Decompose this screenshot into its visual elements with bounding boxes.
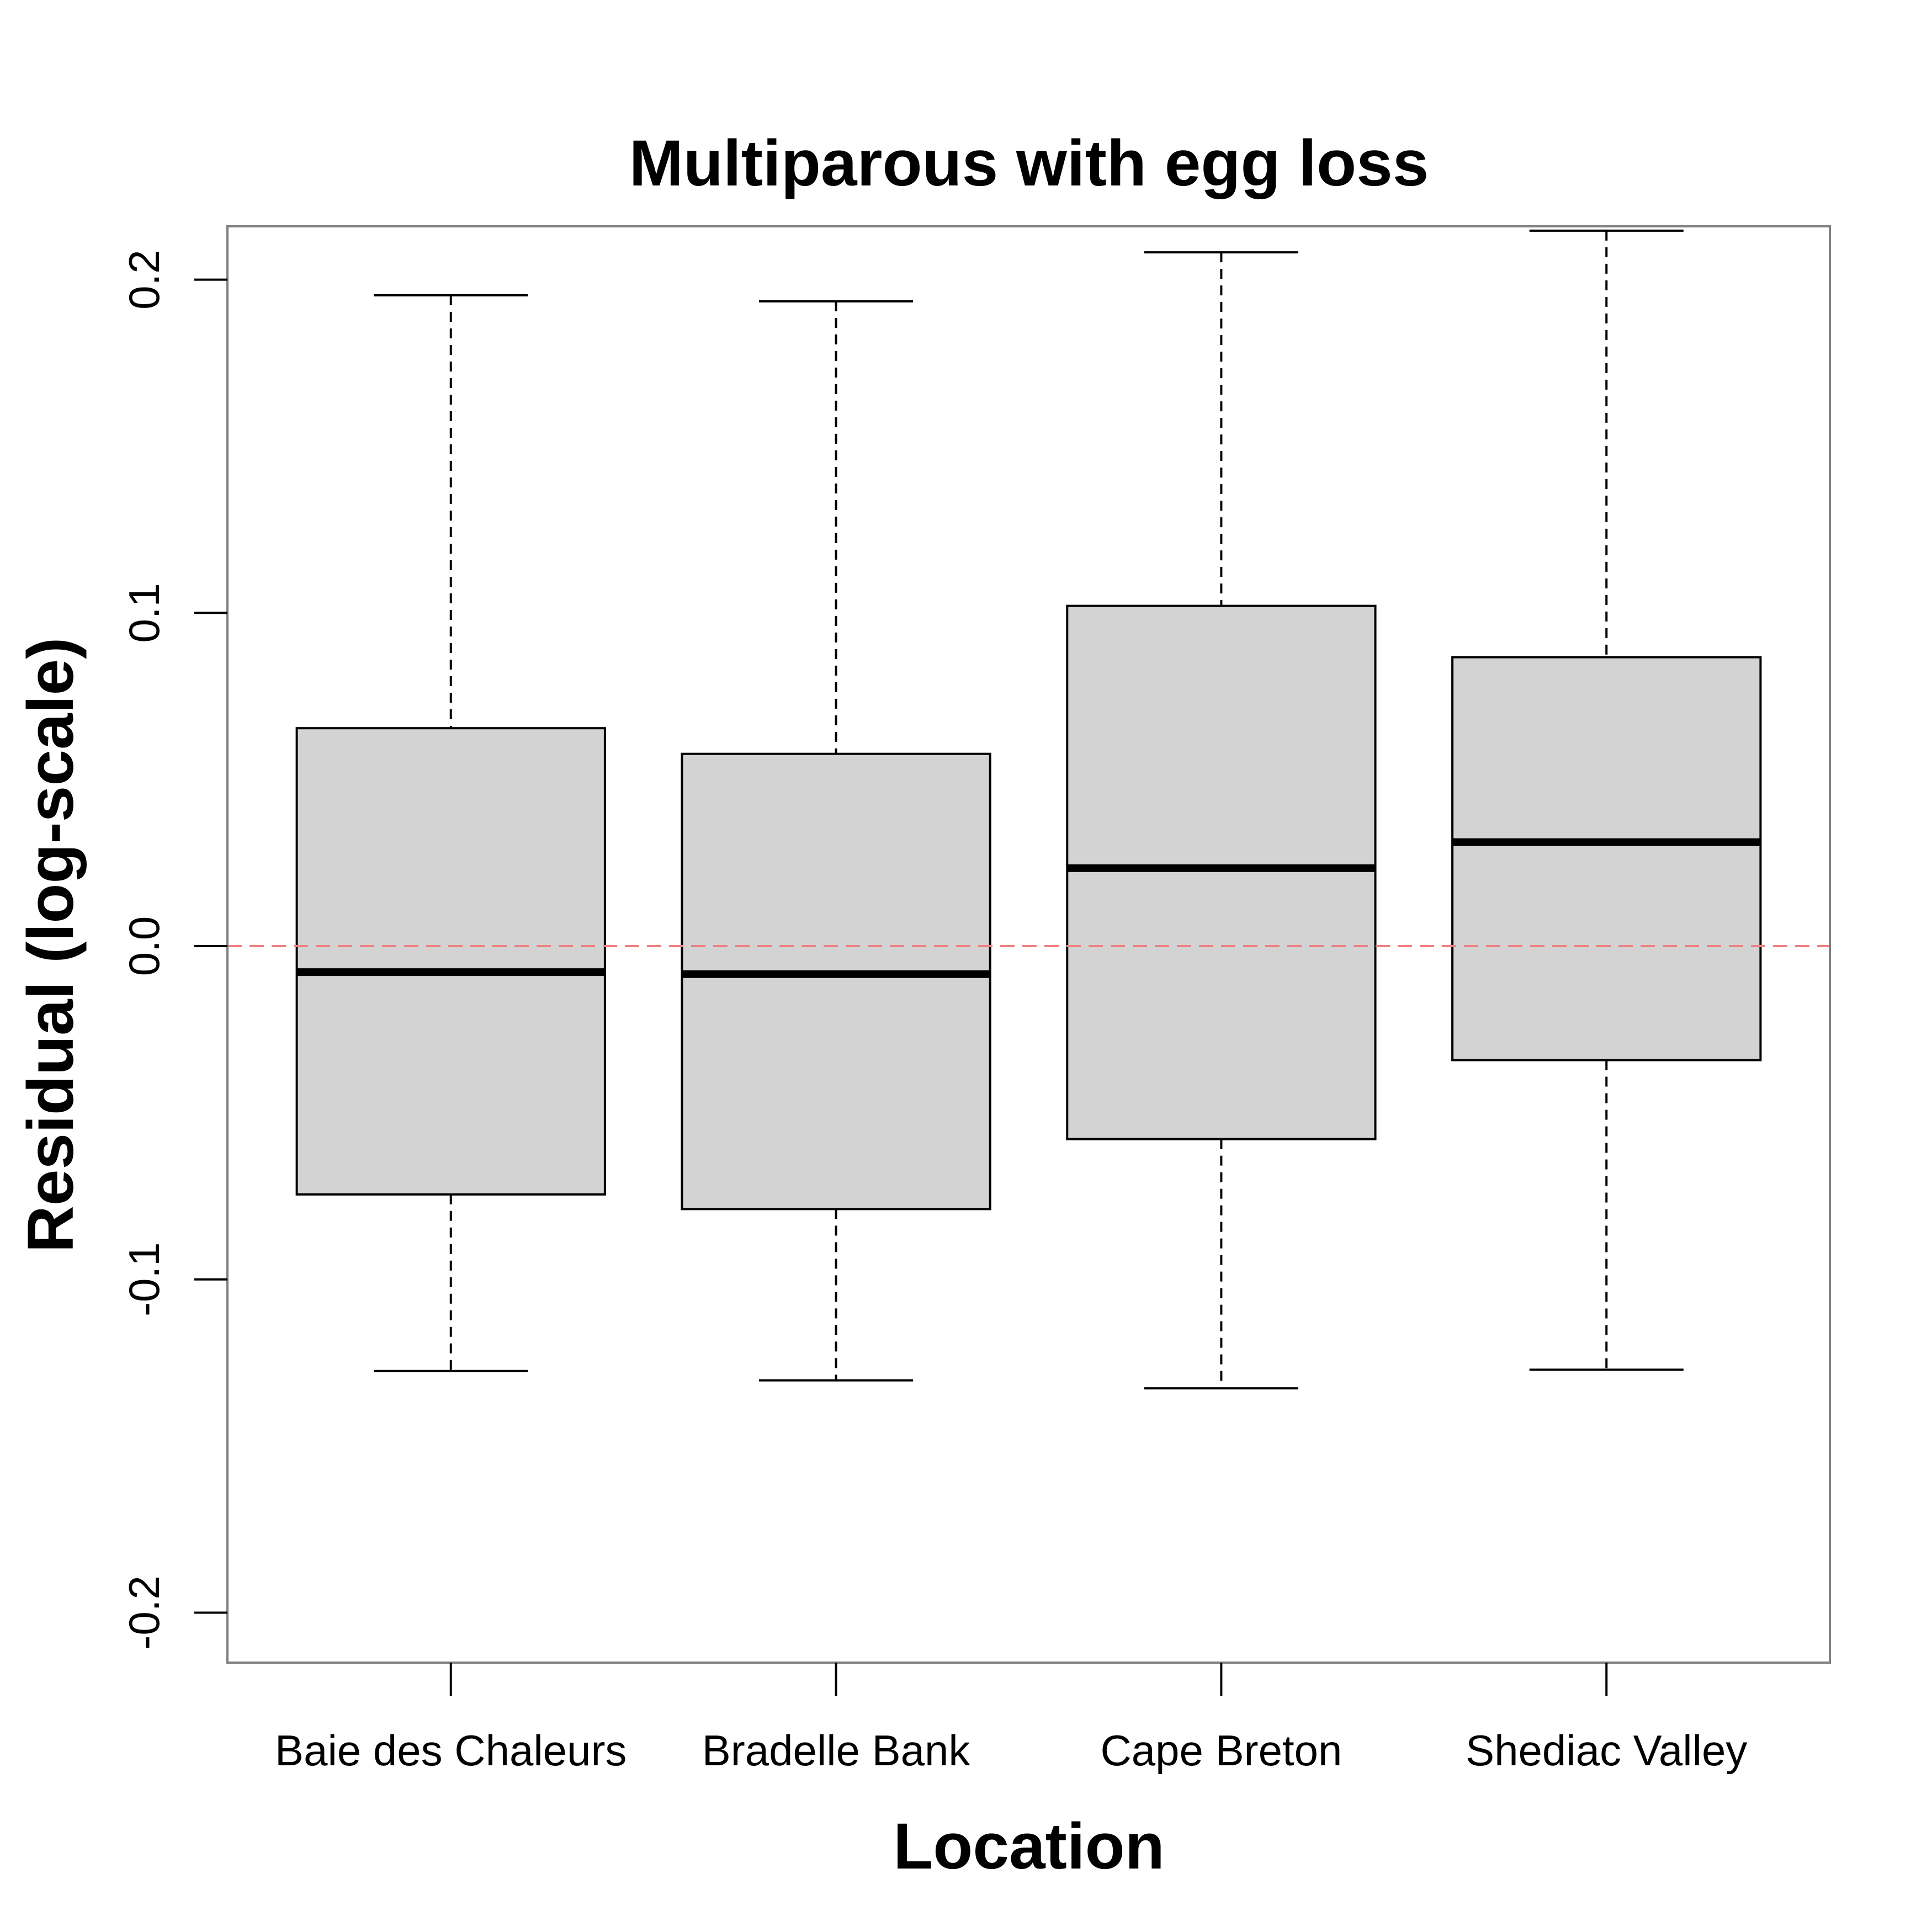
y-tick-label: 0.1: [120, 583, 168, 643]
y-tick-label: 0.2: [120, 250, 168, 309]
x-tick-label: Cape Breton: [1100, 1726, 1342, 1775]
box: [1451, 656, 1762, 1061]
plot-area: -0.2 -0.1 0.0 0.1 0.2 Baie des Chaleurs Bradel…: [120, 225, 1831, 1775]
y-axis-title: Residual (log-scale): [14, 638, 87, 1253]
x-tick-label: Baie des Chaleurs: [275, 1726, 627, 1775]
box: [1066, 604, 1377, 1140]
y-tick-label: 0.0: [120, 916, 168, 976]
box: [295, 727, 606, 1196]
box: [681, 752, 991, 1211]
y-tick-label: -0.2: [120, 1575, 168, 1649]
chart-title: Multiparous with egg loss: [629, 127, 1429, 200]
x-tick-label: Bradelle Bank: [702, 1726, 971, 1775]
x-axis-title: Location: [893, 1810, 1165, 1883]
plot-frame: [226, 225, 1831, 1664]
y-tick-label: -0.1: [120, 1243, 168, 1317]
x-tick-label: Shediac Valley: [1466, 1726, 1747, 1775]
